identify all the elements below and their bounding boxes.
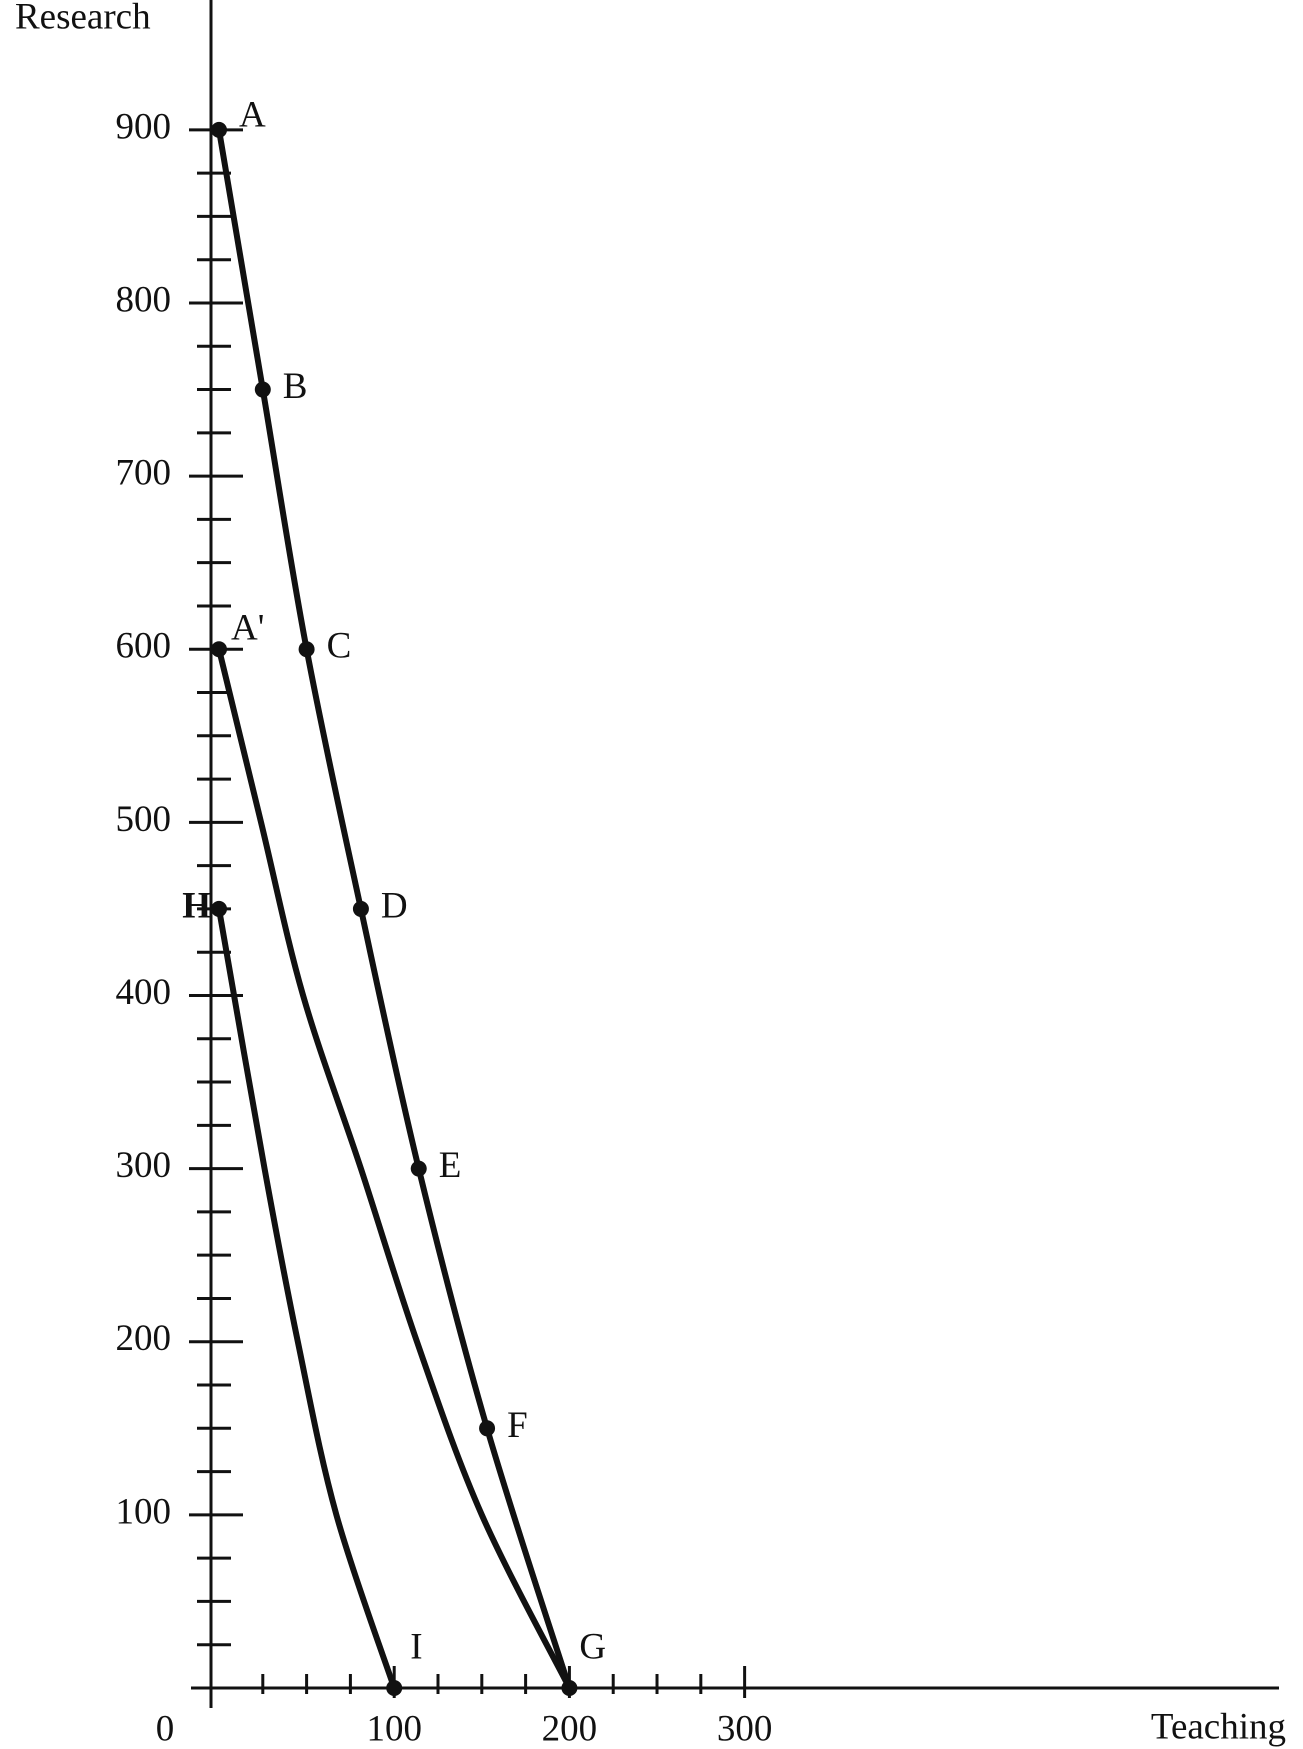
y-tick-label: 600 xyxy=(116,626,172,667)
point-label: C xyxy=(327,626,352,667)
y-tick-label: 800 xyxy=(116,279,172,320)
curve xyxy=(216,905,398,1691)
point-label: F xyxy=(507,1405,528,1446)
point xyxy=(479,1420,496,1437)
point-label: G xyxy=(579,1626,606,1667)
y-axis-title: Research xyxy=(15,0,151,37)
point xyxy=(211,900,227,917)
x-tick-label: 200 xyxy=(542,1708,598,1749)
point-label: A xyxy=(239,94,266,135)
x-axis-title: Teaching xyxy=(1151,1706,1286,1747)
point-label: A' xyxy=(231,608,264,649)
y-tick-label: 500 xyxy=(116,799,172,840)
x-tick-label: 300 xyxy=(717,1708,773,1749)
y-tick-label: 100 xyxy=(116,1491,172,1532)
y-tick-label: 200 xyxy=(116,1318,172,1359)
point-label: I xyxy=(410,1626,422,1667)
point xyxy=(386,1680,403,1696)
point xyxy=(298,641,315,658)
point-label: D xyxy=(381,885,408,926)
x-tick-label: 100 xyxy=(366,1708,422,1749)
point xyxy=(254,381,271,398)
y-tick-label: 400 xyxy=(116,972,172,1013)
point xyxy=(352,900,369,917)
point xyxy=(211,641,227,658)
point-label: B xyxy=(283,366,308,407)
point xyxy=(211,121,227,138)
curve xyxy=(216,646,573,1691)
y-tick-label: 900 xyxy=(116,106,172,147)
x-tick-label: 0 xyxy=(156,1708,175,1749)
point-label: E xyxy=(439,1145,462,1186)
point-label: H xyxy=(182,885,211,926)
point xyxy=(410,1160,427,1177)
y-tick-label: 300 xyxy=(116,1145,172,1186)
y-tick-label: 700 xyxy=(116,453,172,494)
